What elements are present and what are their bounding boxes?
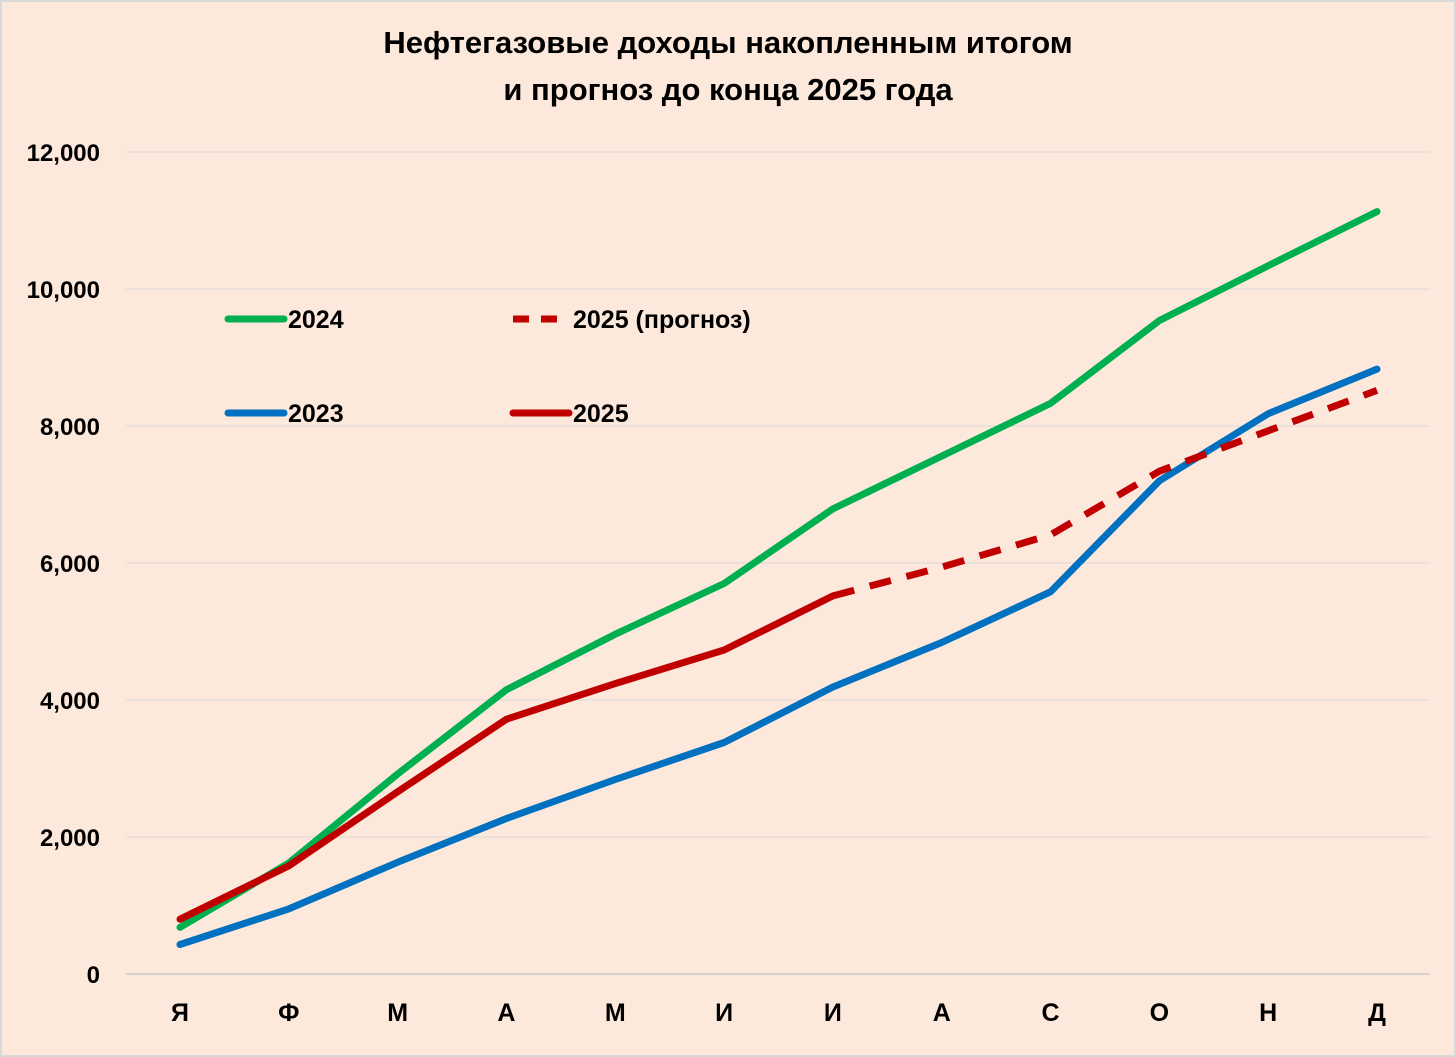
- y-tick-label: 2,000: [40, 825, 100, 852]
- series-line-2025-прогноз: [832, 387, 1379, 600]
- x-tick-label: Н: [1259, 999, 1277, 1027]
- x-tick-label: А: [497, 999, 515, 1027]
- series-line-2025: [176, 592, 837, 923]
- y-tick-label: 10,000: [27, 277, 100, 304]
- x-tick-label: С: [1042, 999, 1060, 1027]
- legend-label: 2025: [573, 400, 629, 428]
- gridlines: [126, 151, 1430, 975]
- y-axis-tick-labels: 0 2,000 4,000 6,000 8,000 10,000 12,000: [27, 140, 100, 989]
- y-tick-label: 8,000: [40, 414, 100, 441]
- x-tick-label: М: [387, 999, 408, 1027]
- legend-entry: 2025: [509, 400, 629, 428]
- x-tick-label: Д: [1368, 999, 1386, 1027]
- legend-label: 2025 (прогноз): [573, 306, 751, 334]
- legend-entry: 2024: [224, 306, 344, 334]
- x-tick-label: А: [933, 999, 951, 1027]
- x-tick-label: О: [1150, 999, 1169, 1027]
- legend-entry: 2025 (прогноз): [513, 306, 751, 334]
- x-tick-label: Ф: [278, 999, 299, 1027]
- legend-label: 2023: [288, 400, 344, 428]
- y-tick-label: 4,000: [40, 688, 100, 715]
- series-line-2024: [176, 208, 1381, 931]
- chart-title-line-1: Нефтегазовые доходы накопленным итогом: [383, 25, 1073, 60]
- legend-label: 2024: [288, 306, 344, 334]
- legend: 2024 2025 (прогноз) 2023 2025: [224, 306, 751, 428]
- series-lines: [176, 208, 1381, 948]
- x-tick-label: И: [824, 999, 842, 1027]
- y-tick-label: 0: [87, 962, 100, 989]
- x-tick-label: И: [715, 999, 733, 1027]
- chart-title-line-2: и прогноз до конца 2025 года: [503, 72, 953, 107]
- y-tick-label: 6,000: [40, 551, 100, 578]
- legend-entry: 2023: [224, 400, 344, 428]
- y-tick-label: 12,000: [27, 140, 100, 167]
- x-tick-label: М: [605, 999, 626, 1027]
- x-tick-label: Я: [171, 999, 189, 1027]
- series-line-2023: [176, 365, 1381, 948]
